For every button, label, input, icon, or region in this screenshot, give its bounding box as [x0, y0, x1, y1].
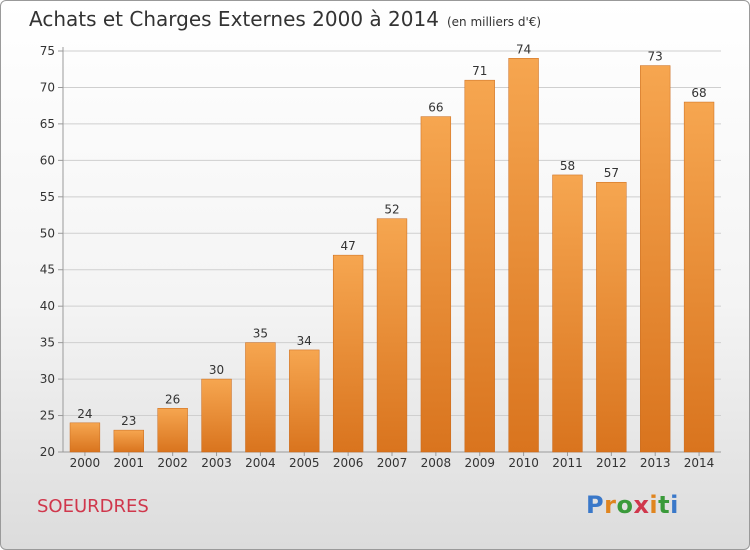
bar-2004: [245, 342, 276, 453]
y-tick-label: 40: [40, 299, 55, 313]
bar-2013: [640, 65, 671, 453]
data-label-2009: 71: [472, 64, 487, 78]
logo-letter: i: [670, 491, 679, 519]
x-tick-label-2003: 2003: [201, 456, 232, 470]
data-label-2010: 74: [516, 42, 531, 56]
x-tick-label-2005: 2005: [289, 456, 320, 470]
y-tick-label: 25: [40, 409, 55, 423]
x-tick-label-2012: 2012: [596, 456, 627, 470]
data-label-2008: 66: [428, 101, 443, 115]
bar-2003: [201, 378, 232, 453]
x-tick-label-2008: 2008: [421, 456, 452, 470]
bar-2008: [420, 116, 452, 453]
x-tick-label-2010: 2010: [508, 456, 539, 470]
data-label-2006: 47: [340, 239, 355, 253]
bar-2007: [376, 218, 408, 453]
data-label-2007: 52: [384, 203, 399, 217]
data-label-2003: 30: [209, 363, 224, 377]
data-label-2012: 57: [604, 166, 619, 180]
x-tick-label-2004: 2004: [245, 456, 276, 470]
bar-2002: [157, 408, 188, 453]
bars: [69, 58, 715, 453]
commune-name: SOEURDRES: [37, 496, 149, 517]
x-tick-label-2013: 2013: [640, 456, 671, 470]
bar-2014: [683, 101, 715, 453]
logo-letter: r: [604, 491, 617, 519]
x-tick-label-2014: 2014: [684, 456, 715, 470]
x-tick-label-2007: 2007: [377, 456, 408, 470]
bar-2001: [113, 429, 144, 453]
logo-letter: i: [649, 491, 659, 519]
data-label-2014: 68: [691, 86, 706, 100]
y-tick-label: 70: [40, 80, 55, 94]
y-tick-label: 60: [40, 153, 55, 167]
bar-2009: [464, 79, 495, 453]
bar-2011: [552, 174, 583, 453]
x-tick-label-2001: 2001: [114, 456, 145, 470]
chart-subtitle: (en milliers d'€): [446, 15, 542, 29]
y-tick-label: 55: [40, 190, 55, 204]
y-tick-label: 35: [40, 336, 55, 350]
chart-title-text: Achats et Charges Externes 2000 à 2014: [29, 7, 439, 31]
chart-title: Achats et Charges Externes 2000 à 2014 (e…: [29, 7, 541, 31]
data-label-2013: 73: [648, 50, 663, 64]
labels: 20 25 30 35 40 45 50 55 60 65 70 75 24 2000 23 2001 26 20…: [40, 42, 715, 470]
x-tick-label-2011: 2011: [552, 456, 583, 470]
bar-2005: [289, 349, 320, 453]
logo-letter: x: [633, 491, 650, 519]
x-tick-label-2009: 2009: [464, 456, 495, 470]
logo-letter: t: [658, 491, 671, 519]
x-tick-label-2000: 2000: [70, 456, 101, 470]
x-tick-label-2006: 2006: [333, 456, 364, 470]
data-label-2004: 35: [253, 327, 268, 341]
bar-2000: [69, 422, 101, 453]
data-label-2001: 23: [121, 414, 136, 428]
data-label-2011: 58: [560, 159, 575, 173]
logo-letter: o: [616, 491, 634, 519]
data-label-2002: 26: [165, 392, 180, 406]
bar-2012: [596, 181, 627, 453]
y-tick-label: 20: [40, 445, 55, 459]
proxiti-logo[interactable]: Proxiti: [586, 491, 679, 519]
x-tick-label-2002: 2002: [157, 456, 188, 470]
bar-2006: [332, 254, 364, 453]
data-label-2000: 24: [77, 407, 92, 421]
y-tick-label: 50: [40, 226, 55, 240]
y-tick-label: 75: [40, 44, 55, 58]
bar-2010: [508, 58, 539, 453]
y-tick-label: 30: [40, 372, 55, 386]
y-tick-label: 45: [40, 263, 55, 277]
logo-letter: P: [586, 491, 605, 519]
data-label-2005: 34: [297, 334, 312, 348]
y-tick-label: 65: [40, 117, 55, 131]
